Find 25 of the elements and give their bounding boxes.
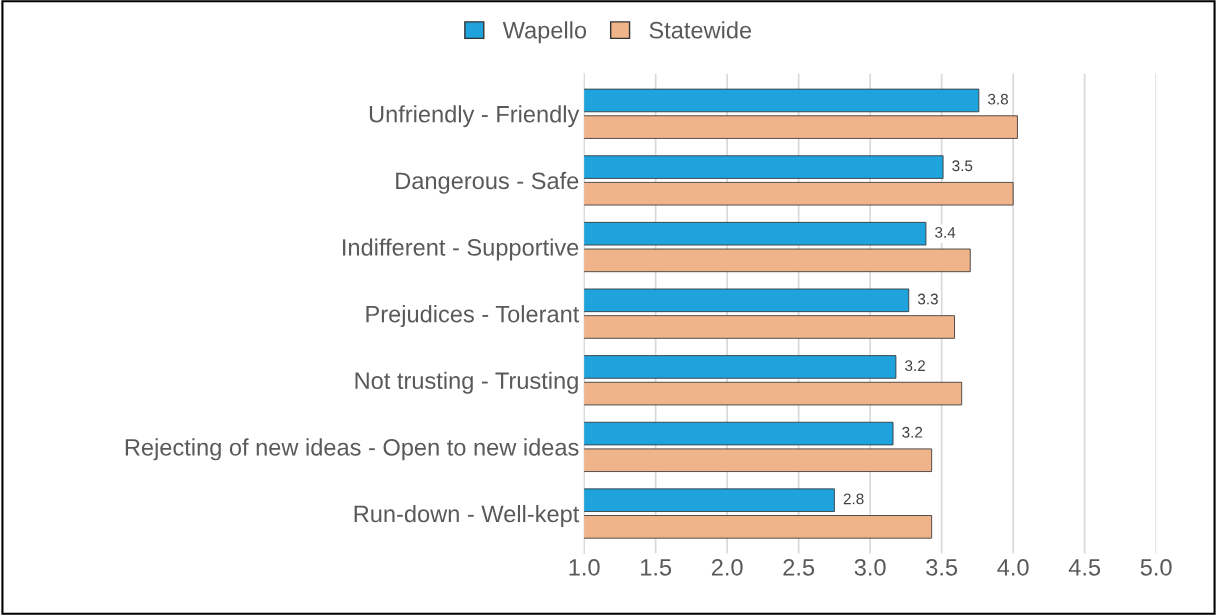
- x-tick-label: 5.0: [1140, 558, 1172, 576]
- y-tick-label: Unfriendly - Friendly: [369, 105, 580, 128]
- y-tick-label: Rejecting of new ideas - Open to new ideas: [125, 438, 579, 461]
- legend-label: Statewide: [649, 21, 752, 39]
- y-tick-label: Run-down - Well-kept: [354, 504, 580, 527]
- x-tick-label: 3.5: [926, 558, 958, 576]
- data-label: 3.8: [988, 93, 1008, 105]
- x-tick-label: 1.5: [641, 559, 672, 576]
- y-tick-label: Prejudices - Tolerant: [366, 305, 580, 328]
- x-tick-label: 3.0: [854, 558, 886, 576]
- x-tick-label: 4.0: [997, 558, 1029, 576]
- x-tick-label: 2.5: [783, 558, 815, 576]
- y-tick-label: Not trusting - Trusting: [355, 371, 578, 394]
- y-tick-label: Dangerous - Safe: [396, 171, 579, 194]
- data-label: 3.4: [935, 226, 956, 238]
- x-tick-label: 4.5: [1068, 559, 1101, 576]
- x-tick-label: 1.0: [569, 558, 600, 576]
- data-label: 3.2: [902, 426, 923, 438]
- data-label: 3.5: [952, 160, 973, 172]
- data-label: 2.8: [843, 493, 864, 505]
- legend-label: Wapello: [502, 21, 587, 44]
- x-tick-label: 2.0: [711, 558, 743, 576]
- data-label: 3.3: [917, 293, 938, 305]
- data-label: 3.2: [905, 360, 925, 372]
- y-tick-label: Indifferent - Supportive: [343, 238, 579, 261]
